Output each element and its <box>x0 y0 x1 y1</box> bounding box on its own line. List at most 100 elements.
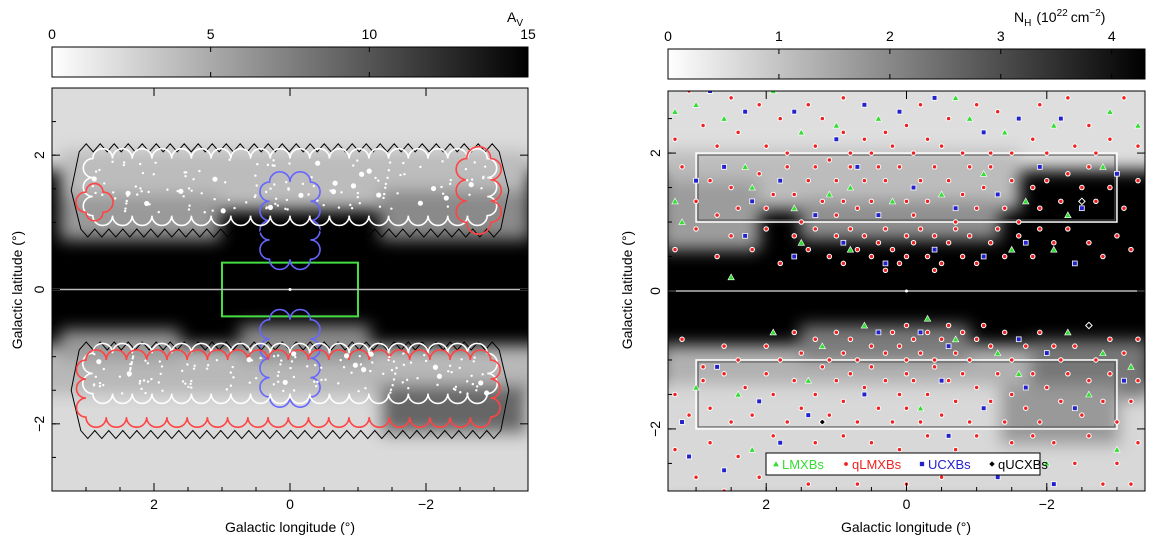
point-source <box>371 361 374 364</box>
point-source <box>144 200 150 207</box>
point-source <box>352 362 358 368</box>
point-qlmxbs <box>931 267 938 274</box>
point-qlmxbs <box>1114 419 1120 425</box>
point-lmxbs <box>937 190 946 198</box>
point-source <box>126 371 132 377</box>
point-qlmxbs <box>728 184 734 191</box>
point-source <box>376 192 382 198</box>
point-source <box>284 207 287 211</box>
point-ucxbs <box>1051 481 1057 487</box>
point-source <box>139 162 142 166</box>
point-lmxbs <box>748 445 756 453</box>
point-source <box>446 205 450 208</box>
y-tick-label: 2 <box>647 149 663 157</box>
point-lmxbs <box>951 335 960 343</box>
point-source <box>436 373 443 379</box>
point-source <box>272 355 276 358</box>
point-qlmxbs <box>931 233 938 239</box>
legend-marker-ucxbs <box>919 461 925 467</box>
point-lmxbs <box>860 321 869 329</box>
point-qlmxbs <box>812 143 819 149</box>
point-qlmxbs <box>854 419 861 425</box>
point-source <box>181 380 185 383</box>
point-source <box>152 173 155 176</box>
point-source <box>158 360 162 363</box>
point-qlmxbs <box>1107 184 1113 191</box>
point-source <box>315 160 321 166</box>
right-axis-ticks: 2 0 −2 −2 0 2 <box>647 91 1145 512</box>
point-qlmxbs <box>756 474 762 480</box>
point-ucxbs <box>1072 405 1078 412</box>
point-qlmxbs <box>917 177 924 184</box>
point-source <box>392 378 396 381</box>
point-ucxbs <box>896 108 903 115</box>
point-ucxbs <box>1036 164 1043 170</box>
point-qucxbs <box>818 418 827 426</box>
point-qlmxbs <box>1065 95 1071 101</box>
point-lmxbs <box>916 404 925 412</box>
region-red-north-east <box>75 182 114 222</box>
point-qlmxbs <box>700 122 706 129</box>
point-ucxbs <box>1022 239 1029 246</box>
point-source <box>449 178 452 182</box>
point-qlmxbs <box>903 405 910 411</box>
point-lmxbs <box>1043 459 1051 467</box>
point-source <box>447 370 450 373</box>
point-qlmxbs <box>868 198 875 205</box>
point-qlmxbs <box>854 357 861 363</box>
point-qlmxbs <box>777 260 783 267</box>
point-source <box>160 365 164 368</box>
point-source <box>91 176 97 182</box>
point-source <box>377 179 380 182</box>
point-source <box>464 167 468 171</box>
point-source <box>301 182 305 186</box>
point-qlmxbs <box>1086 122 1092 129</box>
point-qlmxbs <box>987 343 994 349</box>
point-qucxbs <box>1084 321 1093 330</box>
point-source <box>178 188 184 194</box>
point-source <box>382 372 385 375</box>
point-source <box>206 364 210 367</box>
point-qlmxbs <box>952 446 959 453</box>
point-qlmxbs <box>987 239 994 246</box>
point-source <box>401 381 404 384</box>
point-source <box>316 199 319 202</box>
point-source <box>142 379 146 382</box>
x-tick-label: −2 <box>1039 496 1055 512</box>
point-lmxbs <box>1022 197 1030 205</box>
point-source <box>472 360 475 363</box>
point-lmxbs <box>1099 349 1107 356</box>
point-source <box>187 187 191 190</box>
point-qlmxbs <box>1135 177 1141 184</box>
point-qlmxbs <box>973 384 980 391</box>
legend-label-lmxbs: LMXBs <box>782 457 824 472</box>
point-qlmxbs <box>840 398 847 405</box>
point-qlmxbs <box>945 239 952 246</box>
point-source <box>441 160 444 163</box>
point-source <box>125 199 128 203</box>
point-qlmxbs <box>847 371 854 377</box>
point-lmxbs <box>1127 363 1135 370</box>
point-qlmxbs <box>882 226 889 232</box>
point-source <box>473 161 476 164</box>
point-qlmxbs <box>854 481 861 487</box>
left-axis-ticks: 2 0 −2 −2 0 2 <box>31 87 529 512</box>
point-source <box>419 201 422 204</box>
point-source <box>246 357 252 363</box>
point-qlmxbs <box>826 412 833 418</box>
point-source <box>459 391 462 394</box>
point-source <box>120 392 124 395</box>
point-qlmxbs <box>784 419 790 425</box>
point-ucxbs <box>812 212 819 218</box>
point-qlmxbs <box>987 164 994 170</box>
point-source <box>248 357 251 360</box>
point-source <box>294 355 297 359</box>
point-source <box>125 202 128 205</box>
point-qlmxbs <box>882 377 889 384</box>
point-qlmxbs <box>1079 184 1085 191</box>
point-source <box>416 377 419 380</box>
point-source <box>391 383 394 387</box>
point-source <box>225 388 229 391</box>
point-source <box>254 376 258 380</box>
point-qlmxbs <box>945 177 952 184</box>
